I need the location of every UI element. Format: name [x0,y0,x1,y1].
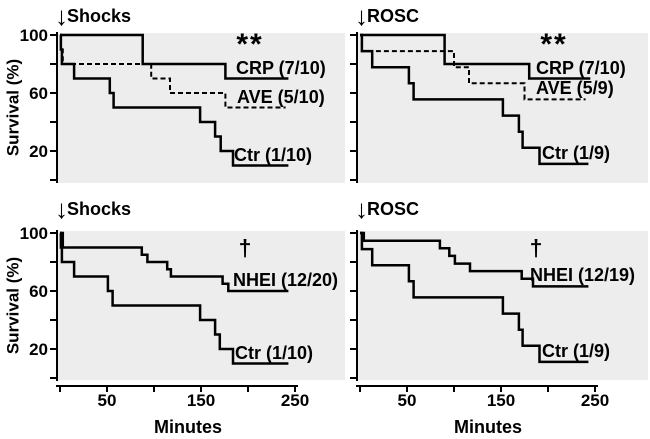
down-arrow-icon: ↓ [355,194,368,224]
curve-label-ave-top-right: AVE (5/9) [536,78,614,99]
y-tick-label: 100 [19,26,48,45]
x-tick-label: 250 [280,391,310,410]
y-tick-label: 60 [29,84,48,103]
down-arrow-icon: ↓ [355,1,368,31]
curve-nhei-bottom-left [60,231,289,293]
curve-ctr-top-left [59,33,289,167]
curve-label-ctr-top-right: Ctr (1/9) [542,142,611,163]
x-axis-title: Minutes [153,417,223,437]
x-axis-title: Minutes [453,417,523,437]
x-tick-label: 150 [186,391,216,410]
curve-label-ave-top-left: AVE (5/10) [237,86,325,107]
curve-ctr-bottom-left [59,231,289,365]
significance-marker-bottom-right: † [529,235,545,261]
curve-label-ctr-top-left: Ctr (1/10) [234,144,313,165]
x-tick-label: 50 [397,391,417,410]
curve-label-nhei-bottom-left: NHEI (12/20) [233,270,339,290]
curve-ctr-top-right [360,33,589,166]
curve-crp-top-left [60,33,289,80]
panel-header-rosc: ROSC [367,6,420,26]
curve-label-nhei-bottom-right: NHEI (12/19) [530,265,636,286]
down-arrow-icon: ↓ [55,1,68,31]
curve-nhei-bottom-right [360,231,589,288]
significance-marker-top-left: ** [236,28,264,61]
significance-marker-top-right: ** [540,28,568,61]
x-tick-label: 150 [486,391,516,410]
y-axis-title: Survival (%) [3,256,23,354]
y-tick-label: 60 [29,282,48,301]
curve-label-ctr-bottom-right: Ctr (1/9) [542,340,611,361]
x-tick-label: 50 [97,391,117,410]
panel-header-shocks: Shocks [67,199,132,219]
y-tick-label: 20 [29,142,48,161]
y-tick-label: 100 [19,224,48,243]
significance-marker-bottom-left: † [238,235,254,261]
curve-label-crp-top-right: CRP (7/10) [536,57,626,78]
panel-header-shocks: Shocks [67,6,132,26]
y-axis-title: Survival (%) [3,58,23,156]
x-tick-label: 250 [580,391,610,410]
y-tick-label: 20 [29,340,48,359]
curve-crp-top-right [360,33,591,80]
curve-ctr-bottom-right [360,231,589,364]
down-arrow-icon: ↓ [55,194,68,224]
panel-header-rosc: ROSC [367,199,420,219]
curve-label-crp-top-left: CRP (7/10) [236,57,326,78]
curve-label-ctr-bottom-left: Ctr (1/10) [235,342,314,363]
